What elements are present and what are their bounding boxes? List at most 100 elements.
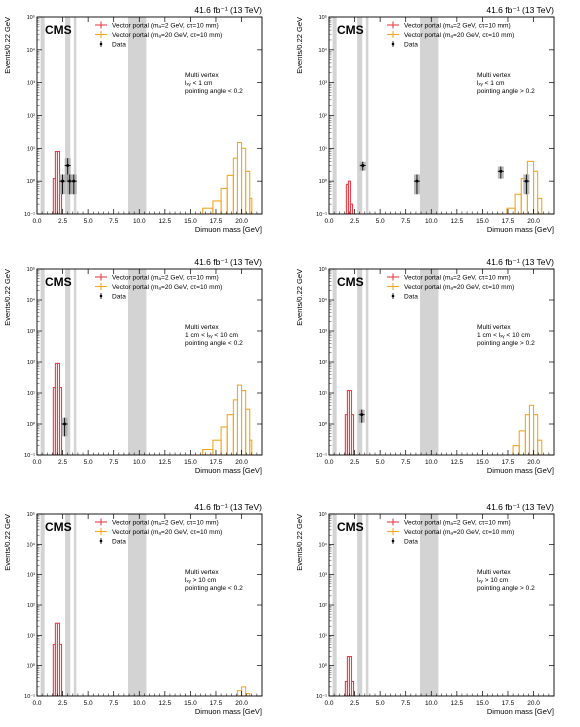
y-tick-label: 10²: [27, 360, 35, 366]
lumi-label: 41.6 fb⁻¹ (13 TeV): [194, 257, 262, 267]
x-tick-label: 20.0: [235, 218, 248, 225]
legend-entry: Vector portal (mₐ=2 GeV, cτ=10 mm): [404, 22, 511, 29]
signal-20gev-bin: [202, 207, 214, 214]
y-tick-label: 10¹: [27, 146, 35, 152]
y-tick-label: 10²: [319, 603, 327, 609]
masked-band: [357, 269, 363, 455]
y-tick-label: 10²: [27, 114, 35, 120]
x-tick-label: 17.5: [502, 459, 515, 466]
region-label: 1 cm < lₓᵧ < 10 cm: [477, 332, 531, 339]
signal-20gev-bin: [212, 439, 222, 455]
region-label: Multi vertex: [185, 569, 219, 576]
plot-frame: [36, 268, 263, 456]
region-label: lₓᵧ > 10 cm: [477, 577, 509, 584]
masked-band: [128, 17, 147, 214]
x-tick-label: 2.5: [350, 459, 359, 466]
x-tick-label: 12.5: [451, 218, 464, 225]
y-tick-label: 10³: [27, 329, 35, 335]
data-point: [524, 179, 528, 183]
x-tick-label: 15.0: [476, 459, 489, 466]
signal-2gev-bin: [58, 386, 63, 455]
region-label: 1 cm < lₓᵧ < 10 cm: [185, 332, 239, 339]
masked-band: [40, 269, 45, 455]
data-point: [66, 164, 70, 168]
x-tick-label: 15.0: [476, 218, 489, 225]
y-tick-label: 10⁻¹: [316, 453, 327, 459]
x-tick-label: 7.5: [401, 218, 410, 225]
chart-panel-3: 0.0 2.5 5.0 7.5 10.0 12.5 15.0 17.5 20.0 10⁻¹ 10⁰ 1…: [3, 257, 263, 475]
y-tick-label: 10²: [319, 360, 327, 366]
region-label: pointing angle > 0.2: [477, 585, 535, 592]
x-tick-label: 5.0: [84, 700, 93, 707]
legend-marker: [99, 294, 103, 298]
masked-band: [65, 17, 71, 214]
x-tick-label: 0.0: [324, 459, 333, 466]
chart-panel-5: 0.0 2.5 5.0 7.5 10.0 12.5 15.0 17.5 20.0 10⁻¹ 10⁰ 1…: [3, 502, 263, 716]
x-tick-label: 10.0: [133, 218, 146, 225]
legend-marker: [391, 539, 395, 543]
y-tick-label: 10⁵: [27, 266, 35, 273]
data-point: [415, 179, 419, 183]
lumi-label: 41.6 fb⁻¹ (13 TeV): [194, 502, 262, 512]
x-tick-label: 15.0: [184, 459, 197, 466]
x-tick-label: 17.5: [210, 459, 223, 466]
lumi-label: 41.6 fb⁻¹ (13 TeV): [194, 5, 262, 15]
x-tick-label: 20.0: [235, 700, 248, 707]
x-tick-label: 0.0: [32, 459, 41, 466]
x-tick-label: 10.0: [425, 459, 438, 466]
y-tick-label: 10⁻¹: [24, 453, 35, 459]
x-axis-label: Dimuon mass [GeV]: [195, 707, 262, 716]
y-tick-label: 10⁴: [27, 297, 36, 304]
region-label: pointing angle < 0.2: [185, 88, 243, 95]
masked-band: [365, 269, 369, 455]
x-tick-label: 5.0: [84, 218, 93, 225]
lumi-label: 41.6 fb⁻¹ (13 TeV): [486, 257, 554, 267]
chart-panel-1: 0.0 2.5 5.0 7.5 10.0 12.5 15.0 17.5 20.0 10⁻¹ 10⁰ 1…: [3, 5, 263, 234]
x-tick-label: 7.5: [109, 459, 118, 466]
signal-20gev-bin: [212, 200, 222, 214]
x-tick-label: 0.0: [324, 700, 333, 707]
legend-entry: Vector portal (mₐ=2 GeV, cτ=10 mm): [112, 22, 219, 29]
plot-frame: [328, 268, 555, 456]
legend-entry: Vector portal (mₐ=20 GeV, cτ=10 mm): [404, 529, 514, 536]
y-tick-label: 10⁰: [27, 178, 36, 185]
x-tick-label: 7.5: [401, 459, 410, 466]
x-tick-label: 0.0: [32, 218, 41, 225]
region-label: Multi vertex: [477, 569, 511, 576]
region-label: pointing angle > 0.2: [477, 340, 535, 347]
legend-entry: Data: [112, 293, 126, 300]
signal-20gev-bin: [232, 157, 239, 214]
region-label: pointing angle > 0.2: [477, 88, 535, 95]
legend-entry: Vector portal (mₐ=20 GeV, cτ=10 mm): [112, 284, 222, 291]
y-tick-label: 10⁰: [27, 663, 36, 670]
x-tick-label: 10.0: [133, 700, 146, 707]
signal-20gev-bin: [518, 430, 526, 455]
region-label: lₓᵧ < 1 cm: [185, 80, 213, 87]
legend-entry: Vector portal (mₐ=2 GeV, cτ=10 mm): [112, 519, 219, 526]
masked-band: [332, 269, 337, 455]
y-axis-label: Events/0.22 GeV: [295, 269, 304, 326]
region-label: pointing angle < 0.2: [185, 585, 243, 592]
y-tick-label: 10¹: [319, 146, 327, 152]
signal-20gev-bin: [249, 197, 253, 214]
masked-band: [65, 514, 71, 696]
y-axis-label: Events/0.22 GeV: [295, 17, 304, 74]
signal-20gev-bin: [537, 197, 543, 214]
x-tick-label: 12.5: [451, 700, 464, 707]
legend-marker: [99, 42, 103, 46]
signal-20gev-bin: [532, 170, 539, 214]
x-tick-label: 12.5: [159, 459, 172, 466]
y-axis-label: Events/0.22 GeV: [295, 514, 304, 571]
y-tick-label: 10²: [319, 114, 327, 120]
plot-frame: [328, 513, 555, 697]
x-tick-label: 2.5: [350, 218, 359, 225]
x-tick-label: 10.0: [425, 700, 438, 707]
x-tick-label: 2.5: [58, 218, 67, 225]
cms-label: CMS: [337, 23, 364, 37]
masked-band: [73, 514, 77, 696]
y-tick-label: 10¹: [27, 633, 35, 639]
region-label: Multi vertex: [477, 324, 511, 331]
data-point: [361, 164, 365, 168]
x-tick-label: 2.5: [350, 700, 359, 707]
